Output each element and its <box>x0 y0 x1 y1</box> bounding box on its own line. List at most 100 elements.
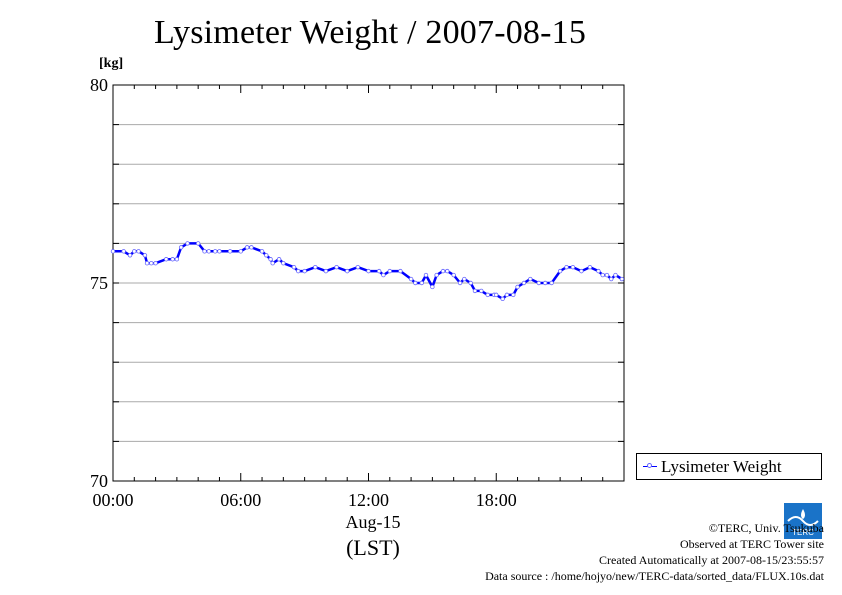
data-point <box>462 276 467 282</box>
data-point <box>174 257 180 262</box>
data-point <box>238 249 243 254</box>
data-point <box>619 276 625 282</box>
data-point <box>264 253 269 258</box>
data-point <box>249 245 254 250</box>
data-point <box>528 276 533 282</box>
data-point <box>185 241 190 246</box>
data-point <box>408 276 414 282</box>
chart-title: Lysimeter Weight / 2007-08-15 <box>153 14 587 51</box>
data-point <box>136 249 141 254</box>
data-point <box>570 264 576 270</box>
x-tick-label: 18:00 <box>476 490 517 510</box>
data-point <box>170 257 175 262</box>
data-point <box>494 292 499 298</box>
data-point <box>291 264 297 270</box>
data-point <box>557 268 563 274</box>
data-point <box>276 257 282 262</box>
data-point <box>268 257 273 262</box>
data-point <box>164 257 169 262</box>
data-point <box>500 296 505 302</box>
data-point <box>515 284 520 290</box>
data-point <box>381 272 386 278</box>
data-point <box>511 292 516 298</box>
data-point <box>587 264 593 270</box>
credits-created: Created Automatically at 2007-08-15/23:5… <box>599 553 824 567</box>
x-axis-date-label: Aug-15 <box>345 512 401 532</box>
data-point <box>579 268 584 274</box>
credits-block: ©TERC, Univ. Tsukuba Observed at TERC To… <box>485 520 824 584</box>
data-point <box>334 264 339 270</box>
data-point <box>323 268 329 274</box>
data-point <box>600 272 605 278</box>
data-point <box>376 268 382 274</box>
credits-site: Observed at TERC Tower site <box>679 537 824 551</box>
data-point <box>543 280 548 286</box>
data-point <box>366 268 371 274</box>
data-point <box>127 253 133 258</box>
y-tick-label: 75 <box>90 273 108 293</box>
y-tick-label: 80 <box>90 75 108 95</box>
series-lysimeter-weight <box>110 241 625 302</box>
data-point <box>549 280 554 286</box>
data-point <box>153 261 158 266</box>
data-point <box>313 264 318 270</box>
data-point <box>596 268 601 274</box>
data-point <box>457 280 463 286</box>
logo-text: TERC <box>792 528 814 537</box>
data-point <box>413 280 418 286</box>
data-point <box>144 261 150 266</box>
data-point <box>206 249 212 254</box>
data-point <box>434 272 439 278</box>
x-tick-label: 06:00 <box>220 490 261 510</box>
data-point <box>202 249 207 254</box>
data-point <box>472 288 478 294</box>
y-axis: 70 75 80 <box>90 75 624 491</box>
data-point <box>110 249 116 254</box>
data-point <box>398 268 403 274</box>
data-point <box>468 280 473 286</box>
data-point <box>149 261 154 266</box>
data-point <box>217 249 222 254</box>
data-point <box>521 280 527 286</box>
data-point <box>485 292 490 298</box>
legend-marker-icon <box>647 463 652 468</box>
data-point <box>387 268 392 274</box>
data-point <box>296 268 301 274</box>
data-point <box>121 249 126 254</box>
data-point <box>430 284 435 290</box>
data-point <box>212 249 218 254</box>
x-axis-timezone-label: (LST) <box>346 535 400 560</box>
data-point <box>345 268 350 274</box>
legend: Lysimeter Weight <box>636 453 822 480</box>
credits-copyright: ©TERC, Univ. Tsukuba <box>708 521 824 535</box>
data-point <box>609 276 614 282</box>
credits-source: Data source : /home/hojyo/new/TERC-data/… <box>485 569 824 583</box>
x-axis: 00:00 06:00 12:00 18:00 <box>92 85 625 510</box>
y-axis-unit-label: [kg] <box>99 56 124 71</box>
data-point <box>244 245 250 250</box>
data-point <box>227 249 233 254</box>
x-tick-label: 12:00 <box>348 490 389 510</box>
legend-label: Lysimeter Weight <box>661 457 782 476</box>
data-point <box>419 280 424 286</box>
data-point <box>451 272 456 278</box>
terc-logo-icon: TERC <box>784 503 822 539</box>
data-point <box>604 272 610 278</box>
y-tick-label: 70 <box>90 471 108 491</box>
data-point <box>355 264 361 270</box>
data-point <box>445 268 450 274</box>
data-point <box>259 249 265 254</box>
data-point <box>195 241 201 246</box>
data-point <box>536 280 542 286</box>
data-point <box>132 249 137 254</box>
data-point <box>440 268 446 274</box>
data-point <box>613 272 618 278</box>
data-point <box>270 261 275 266</box>
x-tick-label: 00:00 <box>92 490 133 510</box>
data-point <box>564 264 569 270</box>
data-point <box>423 272 429 278</box>
data-point <box>178 245 184 250</box>
data-point <box>479 288 484 294</box>
data-point <box>142 253 148 258</box>
